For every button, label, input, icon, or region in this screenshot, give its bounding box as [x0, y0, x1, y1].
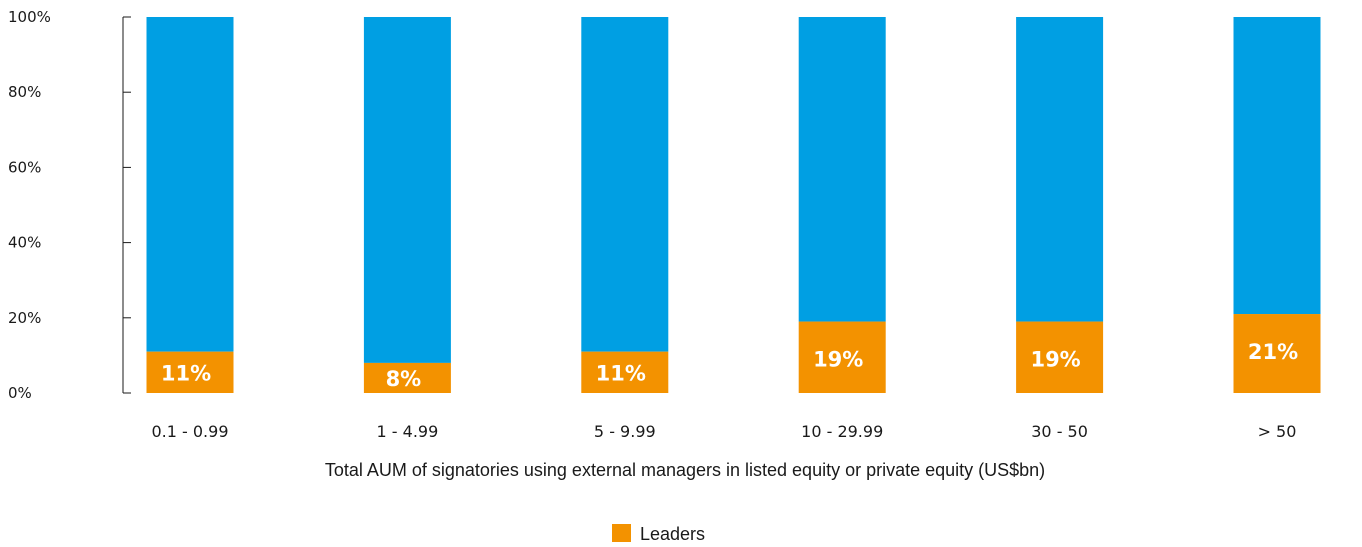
bar-segment-leaders: [798, 321, 886, 393]
x-tick-label: 30 - 50: [1031, 422, 1088, 441]
bar-segment-leaders: [146, 351, 234, 393]
bar-data-label: 11%: [596, 361, 646, 385]
x-tick-label: 0.1 - 0.99: [151, 422, 228, 441]
x-axis-label: Total AUM of signatories using external …: [325, 460, 1045, 480]
x-tick-label: 5 - 9.99: [594, 422, 656, 441]
bar-data-label: 19%: [1030, 348, 1080, 372]
y-tick-label: 20%: [8, 309, 41, 327]
legend-label-leaders: Leaders: [640, 524, 705, 544]
y-tick-label: 60%: [8, 158, 41, 176]
x-tick-label: > 50: [1258, 422, 1297, 441]
bars: 11% 8% 11% 19% 19% 21%: [146, 17, 1321, 393]
bar-data-label: 19%: [813, 348, 863, 372]
y-axis: 0% 20% 40% 60% 80% 100%: [8, 8, 131, 402]
y-tick-label: 0%: [8, 384, 32, 402]
bar-segment-other: [798, 17, 886, 322]
y-tick-label: 100%: [8, 8, 51, 26]
bar-segment-leaders: [1233, 314, 1321, 393]
bar-data-label: 8%: [386, 367, 422, 391]
bar-data-label: 11%: [161, 361, 211, 385]
bar-segment-leaders: [581, 351, 669, 393]
bar-data-label: 21%: [1248, 340, 1298, 364]
legend: Leaders: [612, 524, 705, 544]
bar-segment-leaders: [363, 362, 451, 393]
x-tick-label: 1 - 4.99: [377, 422, 439, 441]
bar-segment-other: [1016, 17, 1104, 322]
bar-segment-other: [581, 17, 669, 352]
y-tick-label: 40%: [8, 234, 41, 252]
x-tick-label: 10 - 29.99: [801, 422, 883, 441]
legend-swatch-leaders: [612, 524, 631, 542]
bar-segment-other: [146, 17, 234, 352]
x-axis-ticks: 0.1 - 0.99 1 - 4.99 5 - 9.99 10 - 29.99 30 -…: [151, 422, 1296, 441]
bar-segment-leaders: [1016, 321, 1104, 393]
bar-segment-other: [363, 17, 451, 363]
y-tick-label: 80%: [8, 83, 41, 101]
bar-segment-other: [1233, 17, 1321, 315]
